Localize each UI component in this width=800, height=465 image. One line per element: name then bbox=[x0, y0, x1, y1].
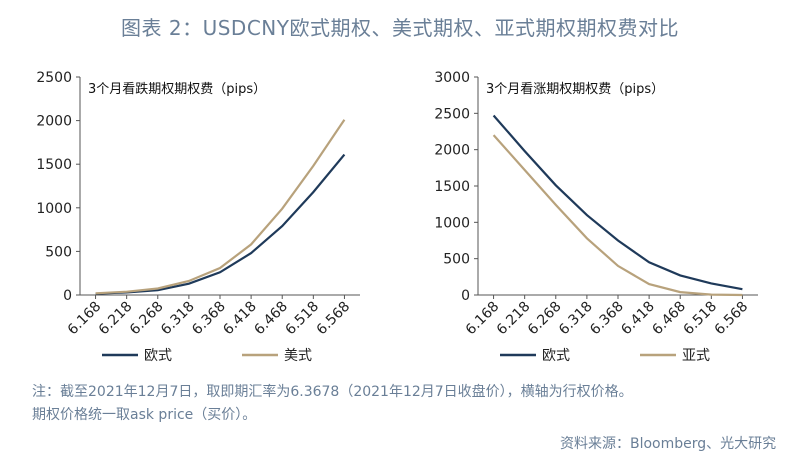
y-tick-label: 2000 bbox=[36, 114, 72, 130]
x-tick-label: 6.518 bbox=[282, 299, 322, 339]
series-line-2 bbox=[95, 119, 346, 295]
y-tick-label: 2000 bbox=[434, 143, 470, 159]
y-tick-label: 1000 bbox=[36, 201, 72, 217]
y-tick-label: 1000 bbox=[434, 215, 470, 231]
legend-label: 美式 bbox=[284, 348, 312, 364]
x-tick-label: 6.318 bbox=[158, 299, 198, 339]
x-tick-label: 6.568 bbox=[712, 299, 752, 339]
legend-label: 亚式 bbox=[682, 348, 710, 364]
y-tick-label: 0 bbox=[63, 288, 72, 304]
chart-inner-title: 3个月看跌期权期权费（pips） bbox=[88, 81, 266, 97]
footnote-line-2: 期权价格统一取ask price（买价）。 bbox=[32, 407, 257, 423]
x-tick-label: 6.268 bbox=[127, 299, 167, 339]
chart-put-premium: 0 500 1000 1500 2000 2500 6.1686.2186.2686.318… bbox=[36, 70, 360, 364]
chart-inner-title: 3个月看涨期权期权费（pips） bbox=[486, 81, 664, 97]
y-tick-label: 2500 bbox=[434, 106, 470, 122]
y-tick-label: 2500 bbox=[36, 70, 72, 86]
y-tick-label: 0 bbox=[461, 288, 470, 304]
chart-call-premium: 0500100015002000250030006.1686.2186.2686… bbox=[434, 70, 758, 364]
x-tick-label: 6.468 bbox=[649, 299, 689, 339]
x-tick-label: 6.418 bbox=[220, 299, 260, 339]
x-tick-label: 6.368 bbox=[587, 299, 627, 339]
y-tick-label: 500 bbox=[45, 244, 72, 260]
x-tick-label: 6.168 bbox=[65, 299, 105, 339]
x-tick-label: 6.268 bbox=[525, 299, 565, 339]
y-tick-label: 1500 bbox=[36, 157, 72, 173]
x-tick-label: 6.318 bbox=[556, 299, 596, 339]
figure-title: 图表 2：USDCNY欧式期权、美式期权、亚式期权期权费对比 bbox=[121, 16, 679, 40]
x-tick-label: 6.568 bbox=[314, 299, 354, 339]
series-line-1 bbox=[492, 114, 743, 291]
series-line-2 bbox=[492, 134, 743, 297]
y-tick-label: 3000 bbox=[434, 70, 470, 86]
x-tick-label: 6.418 bbox=[618, 299, 658, 339]
source-note: 资料来源：Bloomberg、光大研究 bbox=[560, 436, 777, 452]
x-tick-label: 6.168 bbox=[463, 299, 503, 339]
y-tick-label: 500 bbox=[443, 252, 470, 268]
footnote-line-1: 注：截至2021年12月7日，取即期汇率为6.3678（2021年12月7日收盘… bbox=[32, 384, 633, 400]
x-tick-label: 6.518 bbox=[680, 299, 720, 339]
legend-label: 欧式 bbox=[542, 348, 570, 364]
x-tick-label: 6.468 bbox=[251, 299, 291, 339]
y-tick-label: 1500 bbox=[434, 179, 470, 195]
x-tick-label: 6.368 bbox=[189, 299, 229, 339]
x-tick-label: 6.218 bbox=[494, 299, 534, 339]
x-tick-label: 6.218 bbox=[96, 299, 136, 339]
legend-label: 欧式 bbox=[144, 348, 172, 364]
